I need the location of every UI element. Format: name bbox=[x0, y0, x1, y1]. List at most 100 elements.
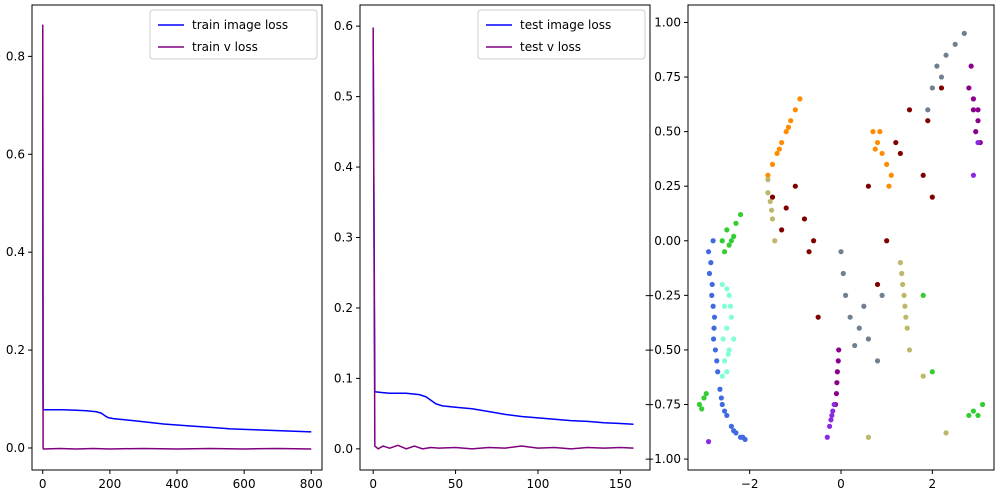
y-tick-label: 0.0 bbox=[334, 442, 353, 456]
plot-area-2 bbox=[372, 27, 634, 450]
axes-frame bbox=[359, 4, 651, 471]
scatter-point bbox=[943, 430, 949, 436]
series-line-test-image-loss bbox=[372, 40, 634, 425]
y-tick-label: 0.25 bbox=[654, 179, 681, 193]
scatter-point bbox=[842, 292, 849, 298]
scatter-point bbox=[834, 369, 840, 375]
scatter-point bbox=[968, 63, 974, 69]
scatter-point bbox=[721, 303, 728, 309]
scatter-point bbox=[920, 373, 926, 379]
scatter-point bbox=[726, 242, 732, 248]
scatter-point bbox=[727, 303, 734, 309]
scatter-point bbox=[966, 85, 972, 91]
scatter-point bbox=[776, 146, 782, 152]
scatter-point bbox=[699, 406, 705, 412]
scatter-point bbox=[970, 172, 977, 178]
scatter-point bbox=[719, 238, 725, 244]
scatter-point bbox=[701, 395, 707, 401]
scatter-point bbox=[943, 52, 949, 58]
x-tick-label: 50 bbox=[448, 477, 463, 491]
scatter-point bbox=[785, 124, 792, 130]
scatter-point bbox=[847, 314, 853, 320]
y-tick-label: −0.25 bbox=[644, 288, 681, 302]
x-tick-label: 100 bbox=[527, 477, 550, 491]
scatter-point bbox=[792, 107, 798, 113]
scatter-point bbox=[970, 107, 977, 113]
series-line-test-v-loss bbox=[372, 27, 634, 450]
scatter-point bbox=[833, 390, 840, 397]
scatter-point bbox=[717, 386, 723, 392]
scatter-point bbox=[769, 194, 776, 200]
y-tick-label: 0.4 bbox=[6, 245, 25, 259]
scatter-point bbox=[975, 107, 981, 113]
scatter-point bbox=[865, 183, 872, 189]
scatter-point bbox=[779, 139, 785, 146]
scatter-point bbox=[830, 408, 836, 414]
scatter-point bbox=[765, 190, 771, 196]
scatter-point bbox=[724, 286, 730, 292]
scatter-point bbox=[903, 314, 909, 320]
scatter-point bbox=[925, 107, 931, 113]
scatter-point bbox=[719, 373, 725, 379]
scatter-point bbox=[826, 423, 833, 429]
scatter-point bbox=[899, 270, 905, 277]
scatter-point bbox=[884, 161, 890, 167]
y-tick-label: 0.4 bbox=[334, 160, 353, 174]
scatter-point bbox=[705, 439, 712, 445]
scatter-point bbox=[721, 358, 728, 364]
y-tick-label: 0.6 bbox=[334, 19, 353, 33]
scatter-point bbox=[897, 260, 903, 266]
x-tick-label: 200 bbox=[98, 477, 121, 491]
scatter-point bbox=[836, 347, 842, 353]
y-tick-label: 0.8 bbox=[6, 49, 25, 63]
y-tick-label: 1.00 bbox=[654, 15, 681, 29]
scatter-point bbox=[797, 96, 803, 102]
scatter-point bbox=[721, 249, 728, 255]
y-tick-label: −0.50 bbox=[644, 343, 681, 357]
scatter-point bbox=[838, 249, 844, 255]
legend: test image loss test v loss bbox=[477, 9, 646, 60]
x-tick-label: 0 bbox=[39, 477, 47, 491]
scatter-point bbox=[829, 412, 835, 419]
scatter-point bbox=[831, 401, 837, 408]
scatter-point bbox=[934, 63, 940, 69]
x-tick-label: −2 bbox=[741, 477, 759, 491]
legend-entry: train v loss bbox=[192, 40, 258, 54]
scatter-point bbox=[710, 303, 716, 309]
series-line-train-v-loss bbox=[41, 24, 312, 450]
y-tick-label: 0.50 bbox=[654, 125, 681, 139]
scatter-point bbox=[929, 85, 935, 91]
scatter-point bbox=[897, 150, 903, 157]
scatter-point bbox=[828, 417, 834, 423]
scatter-point bbox=[737, 211, 744, 218]
scatter-point bbox=[886, 183, 892, 189]
subplot-2: 0 50 100 150 0.0 0.1 0.2 0.3 0.4 0.5 0.6 test image… bbox=[334, 4, 651, 491]
scatter-point bbox=[975, 139, 981, 146]
scatter-point bbox=[900, 281, 906, 288]
scatter-point bbox=[731, 233, 737, 240]
scatter-point bbox=[970, 96, 977, 102]
scatter-point bbox=[724, 227, 730, 233]
scatter-point bbox=[703, 390, 709, 397]
scatter-point bbox=[711, 325, 717, 331]
y-tick-label: 0.3 bbox=[334, 231, 353, 245]
scatter-point bbox=[788, 118, 794, 124]
scatter-point bbox=[709, 281, 715, 288]
scatter-point bbox=[711, 314, 718, 320]
scatter-point bbox=[901, 292, 907, 298]
legend-entry: test image loss bbox=[520, 18, 611, 32]
subplot-3: −2 0 2 −1.00 −0.75 −0.50 −0.25 0.00 0.25 0.50 0.75… bbox=[644, 4, 995, 491]
scatter-point bbox=[806, 249, 812, 255]
scatter-point bbox=[710, 336, 717, 342]
scatter-point bbox=[733, 220, 739, 226]
y-tick-label: 0.2 bbox=[6, 343, 25, 357]
scatter-point bbox=[952, 41, 958, 47]
scatter-point bbox=[696, 401, 703, 408]
scatter-point bbox=[767, 198, 773, 205]
scatter-point bbox=[811, 238, 817, 244]
x-tick-label: 2 bbox=[929, 477, 937, 491]
scatter-point bbox=[714, 358, 720, 364]
scatter-point bbox=[835, 358, 841, 364]
scatter-point bbox=[906, 347, 913, 353]
scatter-point bbox=[765, 177, 771, 183]
